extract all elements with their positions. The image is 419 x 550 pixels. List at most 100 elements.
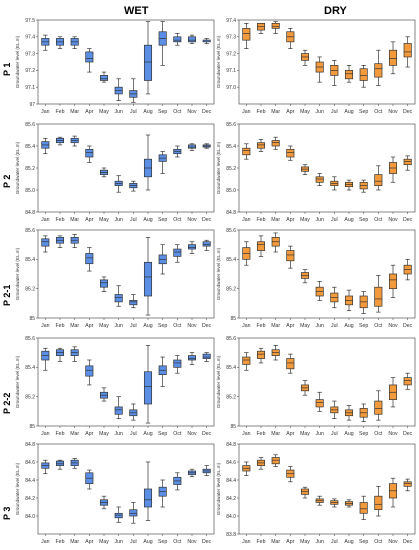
x-tick-label: May (99, 109, 109, 115)
x-tick-label: Dec (202, 539, 212, 545)
y-axis-label: Groundwater level (EL.m) (216, 141, 221, 194)
y-axis-label: Groundwater level (EL.m) (15, 355, 20, 408)
x-tick-label: Sep (359, 323, 368, 329)
x-tick-label: Dec (403, 431, 413, 437)
x-tick-label: Aug (344, 109, 353, 115)
x-tick-label: Feb (257, 323, 266, 329)
x-tick-label: Aug (143, 431, 152, 437)
box-feb (256, 142, 266, 149)
box-apr (286, 358, 295, 370)
box-mar (271, 23, 280, 29)
x-tick-label: Feb (56, 217, 65, 223)
x-tick-label: Nov (187, 323, 197, 329)
x-tick-label: Mar (70, 109, 79, 115)
x-tick-label: Jun (315, 431, 323, 437)
box-feb (55, 460, 65, 466)
x-tick-label: Jun (114, 431, 122, 437)
y-tick-label: 85.2 (25, 166, 35, 172)
y-tick-label: 85.2 (25, 394, 35, 400)
x-tick-label: Apr (286, 431, 294, 437)
row-label-p1: P 1 (2, 62, 12, 76)
x-tick-label: Feb (257, 217, 266, 223)
x-tick-label: Nov (388, 323, 398, 329)
box-nov (187, 244, 197, 250)
plot-frame (37, 123, 215, 213)
box-jan (41, 238, 50, 247)
x-tick-label: Jul (130, 109, 137, 115)
x-tick-label: Aug (344, 217, 353, 223)
x-tick-label: Jul (331, 431, 338, 437)
row-label-p2: P 2 (2, 174, 12, 188)
y-tick-label: 85.2 (226, 286, 236, 292)
x-tick-label: Aug (143, 217, 152, 223)
plot-frame (238, 19, 416, 105)
x-tick-label: Nov (187, 431, 197, 437)
x-tick-label: Mar (271, 217, 280, 223)
x-tick-label: Apr (85, 323, 93, 329)
y-tick-label: 84.4 (25, 478, 35, 484)
x-tick-label: Oct (374, 323, 383, 329)
x-tick-label: Dec (202, 109, 212, 115)
y-tick-label: 85.6 (25, 122, 35, 128)
plot-frame (37, 337, 215, 427)
y-tick-label: 85.4 (226, 144, 236, 150)
y-tick-label: 84.0 (25, 514, 35, 520)
box-aug (143, 44, 153, 81)
x-tick-label: Nov (187, 109, 197, 115)
box-jul (129, 300, 138, 306)
x-tick-label: Jun (315, 539, 323, 545)
x-tick-label: Mar (70, 323, 79, 329)
y-tick-label: 85.6 (25, 228, 35, 234)
x-tick-label: Jan (41, 431, 49, 437)
chart-p2-dry: Groundwater level (EL.m) 84.8 85.0 85.2 85.4… (216, 122, 416, 223)
y-axis-label: Groundwater level (EL.m) (15, 247, 20, 300)
box-jun (114, 406, 123, 415)
box-nov (187, 355, 197, 361)
x-tick-label: Jun (114, 323, 122, 329)
box-oct (374, 400, 383, 415)
box-jan (242, 356, 251, 365)
x-tick-label: Oct (173, 323, 182, 329)
box-aug (143, 371, 153, 405)
y-tick-label: 85.0 (25, 188, 35, 194)
x-tick-label: May (99, 217, 109, 223)
y-axis-label: Groundwater level (EL.m) (216, 247, 221, 300)
y-tick-label: 84.6 (226, 460, 236, 466)
x-tick-label: Oct (374, 431, 383, 437)
x-tick-label: Mar (70, 539, 79, 545)
x-tick-label: Mar (271, 431, 280, 437)
x-tick-label: Jul (331, 217, 338, 223)
plot-frame (238, 229, 416, 319)
x-tick-label: Jul (130, 323, 137, 329)
box-dec (403, 43, 412, 58)
y-tick-label: 84.8 (226, 210, 236, 216)
y-tick-label: 97.5 (25, 18, 35, 24)
x-tick-label: Oct (173, 539, 182, 545)
x-tick-label: Nov (388, 217, 398, 223)
x-tick-label: Sep (158, 109, 167, 115)
x-tick-label: Dec (403, 323, 413, 329)
box-dec (202, 241, 211, 247)
x-tick-label: Apr (85, 217, 93, 223)
x-tick-label: Sep (359, 109, 368, 115)
box-oct (173, 248, 182, 257)
x-tick-label: Nov (187, 217, 197, 223)
y-tick-label: 85.6 (226, 336, 236, 342)
plot-frame (238, 337, 416, 427)
x-tick-label: Sep (158, 217, 167, 223)
box-oct (173, 36, 182, 43)
x-tick-label: Jul (331, 323, 338, 329)
y-axis-label: Groundwater level (EL.m) (15, 35, 20, 88)
y-tick-label: 85.6 (226, 122, 236, 128)
box-oct (374, 63, 383, 78)
y-tick-label: 97.3 (226, 35, 236, 41)
y-axis-label: Groundwater level (EL.m) (15, 462, 20, 515)
x-tick-label: May (99, 323, 109, 329)
x-tick-label: Jun (315, 109, 323, 115)
x-tick-label: Oct (374, 217, 383, 223)
box-dec (403, 377, 412, 386)
x-tick-label: Nov (388, 431, 398, 437)
x-tick-label: Jan (242, 323, 250, 329)
box-feb (256, 350, 266, 359)
box-jun (114, 512, 123, 519)
